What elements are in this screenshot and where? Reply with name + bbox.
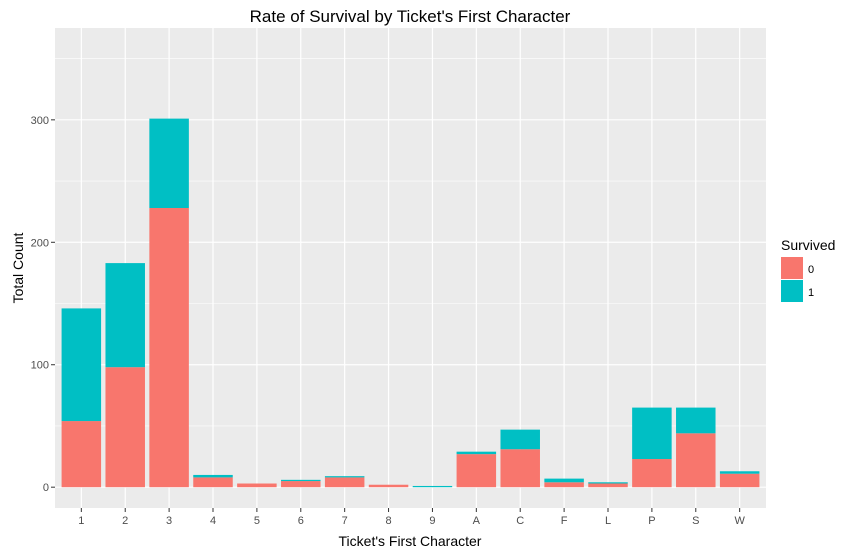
x-tick-label: F xyxy=(561,515,568,527)
bar-A-survived-0 xyxy=(456,454,497,488)
x-tick-label: 2 xyxy=(122,515,128,527)
axis-ticks: 0 100 200 300 1 2 3 4 5 6 7 8 9 A C F L P S W xyxy=(31,115,746,527)
bar-5-survived-0 xyxy=(237,483,277,488)
bar-C-survived-0 xyxy=(500,449,540,488)
bar-3-survived-1 xyxy=(149,118,189,208)
y-tick-label: 100 xyxy=(31,360,49,372)
bar-P-survived-1 xyxy=(632,407,672,460)
x-tick-label: A xyxy=(473,515,481,527)
legend-swatch-0 xyxy=(781,257,803,279)
legend-swatch-1 xyxy=(781,280,803,302)
x-tick-label: 5 xyxy=(254,515,260,527)
bar-7-survived-1 xyxy=(324,476,365,478)
x-tick-label: L xyxy=(605,515,611,527)
legend-label-1: 1 xyxy=(808,287,814,299)
bar-F-survived-1 xyxy=(544,478,584,483)
bar-4-survived-0 xyxy=(193,477,233,488)
x-tick-label: W xyxy=(734,515,745,527)
bar-P-survived-0 xyxy=(632,459,672,488)
y-tick-label: 300 xyxy=(31,115,49,127)
bar-2-survived-0 xyxy=(105,367,145,488)
bar-6-survived-0 xyxy=(281,481,321,488)
bar-F-survived-0 xyxy=(544,482,584,488)
chart-title: Rate of Survival by Ticket's First Chara… xyxy=(250,7,571,26)
legend-label-0: 0 xyxy=(808,264,814,276)
x-tick-label: S xyxy=(692,515,699,527)
x-tick-label: 1 xyxy=(78,515,84,527)
x-tick-label: 9 xyxy=(429,515,435,527)
legend: Survived 0 1 xyxy=(781,237,835,302)
bar-3-survived-0 xyxy=(149,208,189,488)
bar-8-survived-0 xyxy=(368,484,409,488)
y-tick-label: 200 xyxy=(31,237,49,249)
y-tick-label: 0 xyxy=(43,482,49,494)
bar-A-survived-1 xyxy=(456,451,497,455)
y-axis-title: Total Count xyxy=(10,232,26,303)
x-tick-label: 4 xyxy=(210,515,216,527)
x-tick-label: 7 xyxy=(342,515,348,527)
bar-2-survived-1 xyxy=(105,263,145,368)
bar-C-survived-1 xyxy=(500,429,540,450)
x-tick-label: C xyxy=(516,515,524,527)
bar-1-survived-1 xyxy=(61,308,102,422)
bar-7-survived-0 xyxy=(324,477,365,488)
legend-title: Survived xyxy=(781,237,835,253)
bar-L-survived-0 xyxy=(588,483,628,488)
bar-W-survived-0 xyxy=(719,473,760,488)
x-axis-title: Ticket's First Character xyxy=(339,533,482,549)
bar-S-survived-1 xyxy=(676,407,716,434)
bar-1-survived-0 xyxy=(61,421,102,488)
bar-4-survived-1 xyxy=(193,474,233,478)
bars xyxy=(61,118,760,488)
bar-W-survived-1 xyxy=(719,471,760,474)
bar-9-survived-1 xyxy=(412,485,453,488)
x-tick-label: P xyxy=(648,515,655,527)
x-tick-label: 8 xyxy=(385,515,391,527)
bar-L-survived-1 xyxy=(588,482,628,484)
x-tick-label: 6 xyxy=(298,515,304,527)
x-tick-label: 3 xyxy=(166,515,172,527)
bar-S-survived-0 xyxy=(676,433,716,488)
bar-6-survived-1 xyxy=(281,479,321,482)
